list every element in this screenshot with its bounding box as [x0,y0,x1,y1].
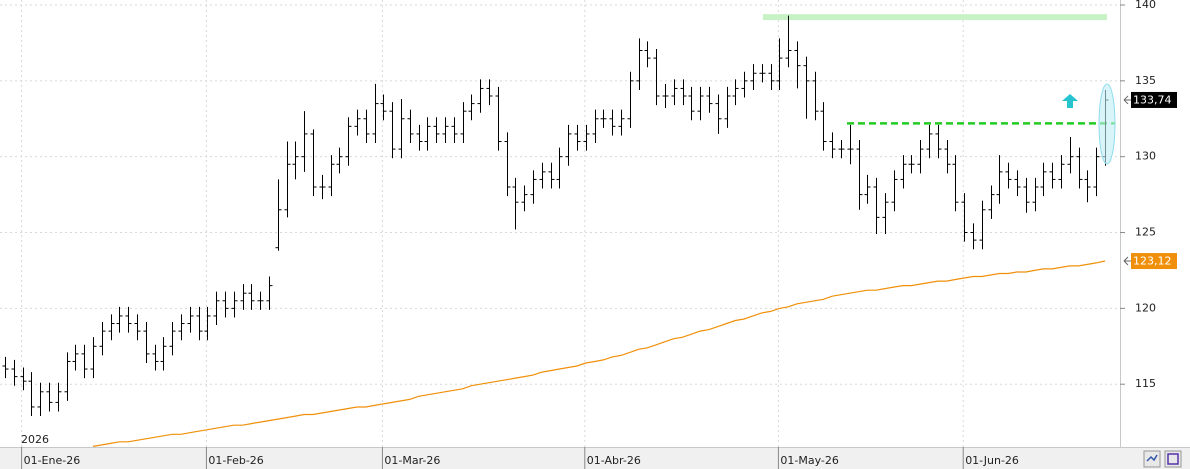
y-tick-label: 135 [1135,74,1156,87]
x-tick-label: 01-Abr-26 [587,454,641,467]
y-tick-label: 120 [1135,301,1156,314]
price-pointer [1123,95,1131,105]
zoom-icon [1146,454,1158,462]
y-tick-label: 130 [1135,150,1156,163]
x-tick-label: 01-Ene-26 [24,454,81,467]
price-label: 123,12 [1133,255,1172,268]
y-tick-label: 115 [1135,377,1156,390]
x-tick-label: 01-May-26 [780,454,838,467]
price-label-box [1131,91,1177,108]
up-arrow [1062,94,1078,108]
x-tick-label: 01-Mar-26 [384,454,440,467]
year-label: 2026 [21,433,49,446]
price-pointer [1123,256,1131,266]
y-tick-label: 125 [1135,226,1156,239]
x-tick-label: 01-Feb-26 [208,454,263,467]
x-tick-label: 01-Jun-26 [965,454,1019,467]
save-icon [1167,453,1179,465]
y-tick-label: 140 [1135,0,1156,11]
save-button[interactable] [1164,450,1182,468]
x-axis-strip [0,448,1190,469]
price-label: 133,74 [1133,93,1172,106]
highlight-ellipse [1098,83,1116,165]
price-label-box [1131,253,1177,270]
moving-average [92,260,1106,447]
plot-area [0,0,1120,447]
